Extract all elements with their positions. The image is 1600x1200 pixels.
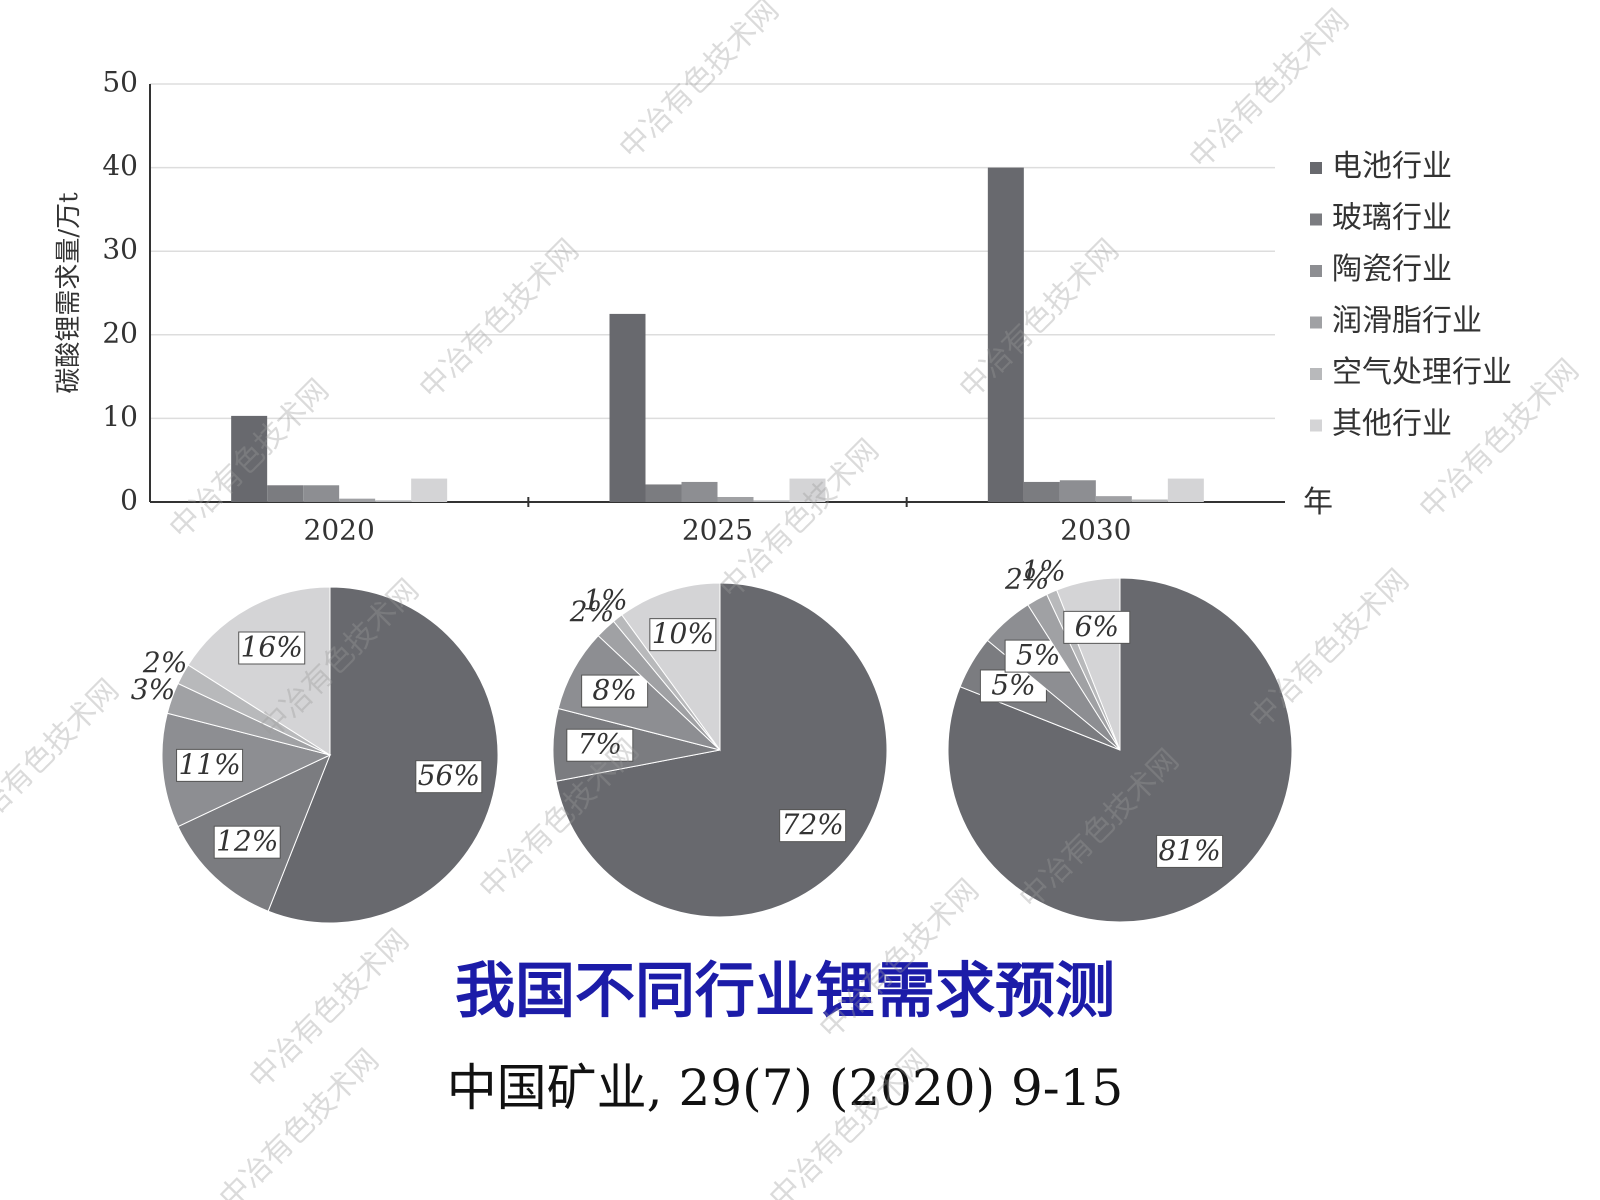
watermark: 中冶有色技术网 [243,923,416,1096]
bar [645,484,682,502]
pie-label: 11% [178,748,240,781]
bar [1059,480,1096,502]
bar [609,313,646,502]
bar [1095,496,1132,502]
pie-label: 6% [1075,610,1119,643]
watermark: 中冶有色技术网 [213,1043,386,1200]
legend-label: 润滑脂行业 [1332,304,1482,339]
bar [753,500,790,502]
pie-label-group: 5% [979,668,1047,703]
bar [1167,478,1204,502]
pie-label-group: 3% [131,673,175,706]
watermark: 中冶有色技术网 [613,0,786,166]
pie-label-group: 12% [213,825,281,859]
pie-label-box [1156,834,1224,868]
legend-label: 空气处理行业 [1332,355,1512,390]
legend-swatch [1310,162,1322,174]
y-tick-label: 20 [102,316,138,349]
legend-label: 陶瓷行业 [1332,252,1452,287]
pie-label: 16% [241,631,303,664]
pie-label-box [213,825,281,859]
legend-label: 电池行业 [1332,149,1452,184]
x-tick-label: 2020 [304,514,375,547]
pie-label-group: 56% [415,759,483,794]
pie-label: 81% [1158,834,1220,867]
pie-label-group: 10% [649,617,717,652]
pie-label-group: 2% [142,646,187,679]
bar [789,478,826,502]
x-tick-label: 2025 [682,514,753,547]
caption-title: 我国不同行业锂需求预测 [455,957,1115,1027]
watermark: 中冶有色技术网 [413,233,586,406]
pie-label: 10% [652,617,714,650]
pie-label-box [176,748,244,782]
pie-label-group: 1% [1021,555,1065,588]
pie-label: 8% [592,674,636,707]
watermark: 中冶有色技术网 [1243,563,1416,736]
pie-label-box [581,674,649,708]
pie-label-group: 72% [779,808,847,843]
pie-label: 2% [569,595,614,628]
x-tick-label: 2030 [1060,514,1131,547]
pie-label-group: 7% [566,728,634,762]
pie-label: 72% [782,808,844,841]
bar [411,478,448,502]
pie-label-group: 16% [238,631,306,665]
y-tick-label: 40 [102,149,138,182]
legend-swatch [1310,213,1322,226]
pie-label-group: 2% [569,595,614,628]
pie-label: 2% [1004,563,1049,596]
bar [339,498,376,502]
y-axis-label: 碳酸锂需求量/万t [54,192,84,394]
bar [375,500,412,502]
bar [717,496,754,502]
legend-swatch [1310,419,1322,432]
y-tick-label: 30 [102,233,138,266]
pie-label-group: 6% [1063,610,1131,644]
legend-swatch [1310,316,1322,329]
pie-slice [187,586,331,756]
bar [681,481,718,502]
watermark: 中冶有色技术网 [1183,3,1356,176]
y-tick-label: 50 [102,66,138,99]
legend-swatch [1310,368,1322,380]
pie-label-box [649,618,717,652]
watermark: 中冶有色技术网 [0,673,126,846]
pie-label-box [779,809,847,843]
pie-label-box [1063,610,1131,644]
pie-label-box [415,760,483,794]
pie-slice [267,586,499,924]
pie-label-group: 8% [581,674,649,708]
legend-label: 其他行业 [1332,407,1452,442]
pie-label-group: 81% [1156,834,1224,868]
pie-slice [161,712,332,828]
y-tick-label: 10 [102,400,138,433]
watermark: 中冶有色技术网 [953,233,1126,406]
pie-label: 1% [583,584,627,617]
bar [1023,481,1060,502]
x-axis-label: 年 [1303,485,1333,520]
pie-label-group: 1% [583,584,627,617]
bar [231,415,268,502]
bar [267,485,304,502]
y-tick-label: 0 [120,484,138,517]
bar [987,167,1024,502]
pie-label: 12% [216,825,278,858]
pie-label: 7% [578,728,622,761]
bar [303,485,340,502]
pie-label: 3% [131,673,175,706]
pie-label-box [238,631,306,665]
pie-label: 1% [1021,555,1065,588]
pie-label-group: 11% [176,748,244,782]
caption-source: 中国矿业, 29(7) (2020) 9-15 [447,1059,1124,1117]
bar [1131,499,1168,502]
legend-swatch [1310,265,1322,277]
pie-label: 2% [142,646,187,679]
pie-label-box [566,728,634,762]
pie-label: 56% [418,759,480,792]
legend-label: 玻璃行业 [1332,201,1452,236]
pie-label-group: 2% [1004,563,1049,596]
